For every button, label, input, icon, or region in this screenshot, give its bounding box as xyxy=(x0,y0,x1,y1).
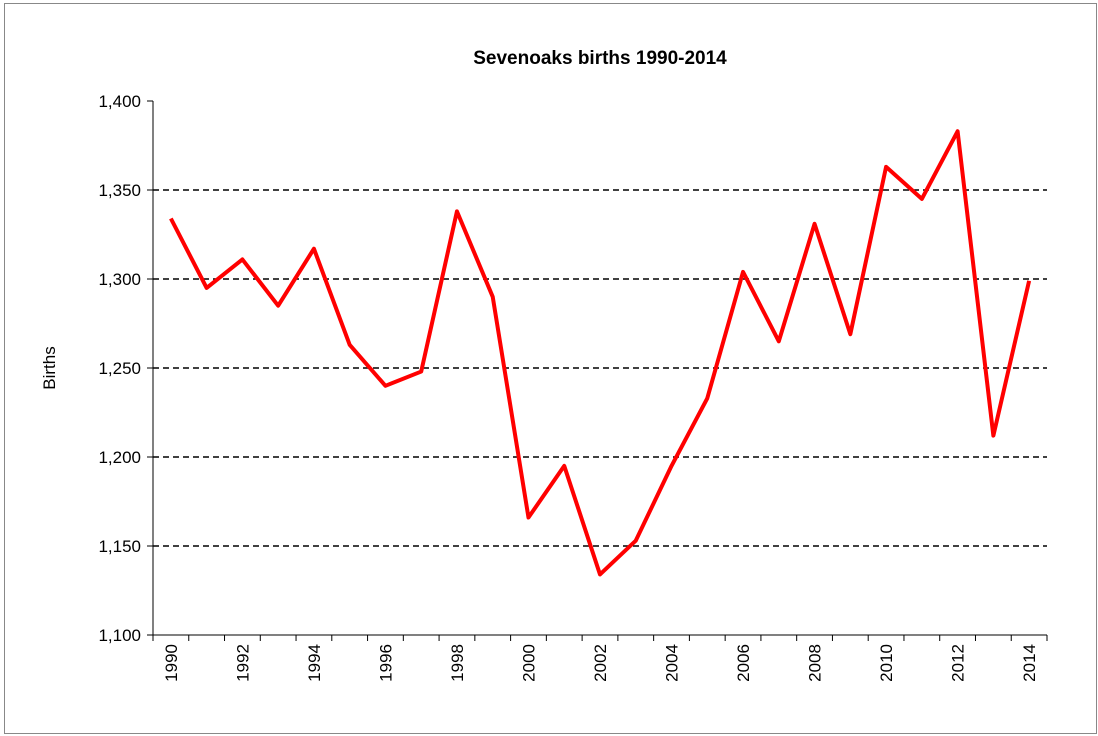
x-tick-label: 2000 xyxy=(519,644,538,682)
x-tick-label: 1998 xyxy=(448,644,467,682)
y-tick-label: 1,250 xyxy=(98,359,141,378)
x-tick-label: 1994 xyxy=(305,644,324,682)
y-tick-label: 1,350 xyxy=(98,181,141,200)
x-tick-label: 2010 xyxy=(877,644,896,682)
x-tick-label: 2012 xyxy=(949,644,968,682)
x-tick-label: 2014 xyxy=(1020,644,1039,682)
y-tick-label: 1,400 xyxy=(98,92,141,111)
x-tick-label: 1996 xyxy=(376,644,395,682)
y-axis-label: Births xyxy=(40,346,59,389)
y-tick-label: 1,100 xyxy=(98,626,141,645)
x-tick-label: 2002 xyxy=(591,644,610,682)
y-tick-label: 1,200 xyxy=(98,448,141,467)
y-tick-label: 1,300 xyxy=(98,270,141,289)
x-tick-label: 1992 xyxy=(233,644,252,682)
line-series xyxy=(169,129,1032,577)
x-tick-label: 2008 xyxy=(806,644,825,682)
y-tick-label: 1,150 xyxy=(98,537,141,556)
chart-title: Sevenoaks births 1990-2014 xyxy=(473,48,727,69)
x-tick-label: 1990 xyxy=(162,644,181,682)
x-tick-label: 2006 xyxy=(734,644,753,682)
x-tick-label: 2004 xyxy=(663,644,682,682)
